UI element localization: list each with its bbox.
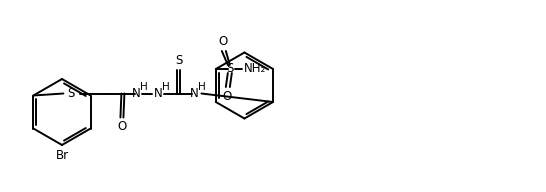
Text: H: H bbox=[198, 83, 205, 93]
Text: O: O bbox=[117, 121, 127, 133]
Text: Br: Br bbox=[56, 149, 69, 162]
Text: O: O bbox=[218, 35, 228, 48]
Text: S: S bbox=[226, 63, 234, 75]
Text: H: H bbox=[140, 83, 147, 93]
Text: NH₂: NH₂ bbox=[244, 63, 266, 75]
Text: N: N bbox=[132, 87, 141, 100]
Text: O: O bbox=[222, 90, 232, 103]
Text: S: S bbox=[175, 54, 182, 66]
Text: S: S bbox=[68, 87, 75, 100]
Text: N: N bbox=[190, 87, 199, 100]
Text: N: N bbox=[154, 87, 163, 100]
Text: H: H bbox=[162, 83, 169, 93]
